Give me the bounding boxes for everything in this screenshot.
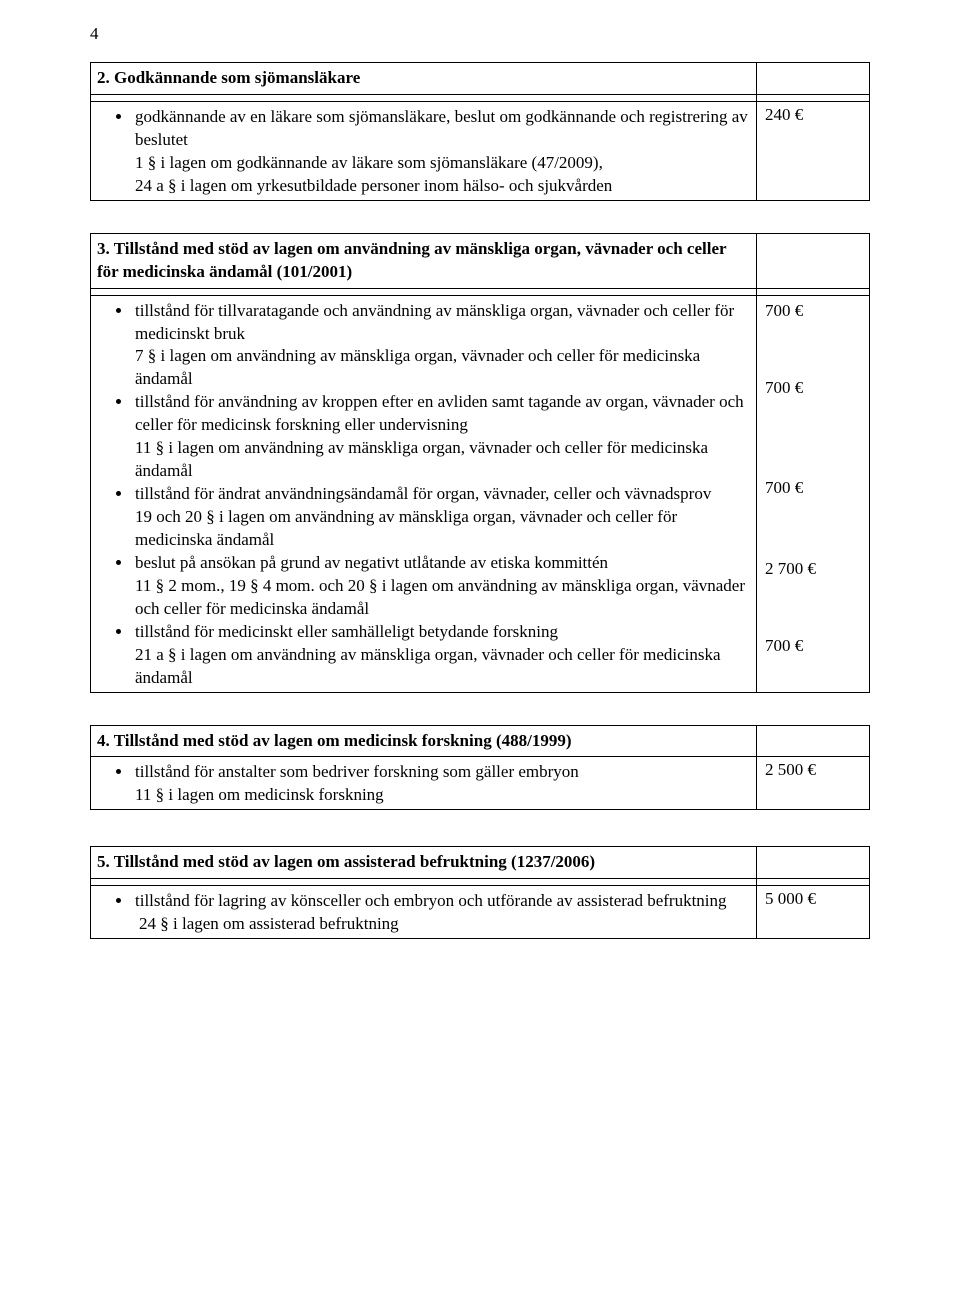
item-title: tillstånd för medicinskt eller samhällel… [135, 621, 750, 644]
section-5-item: tillstånd för lagring av könsceller och … [133, 890, 750, 936]
section-3-table: 3. Tillstånd med stöd av lagen om använd… [90, 233, 870, 693]
item-law-ref: 11 § i lagen om användning av mänskliga … [135, 437, 750, 483]
section-2-content: godkännande av en läkare som sjömansläka… [91, 101, 757, 200]
section-3-prices: 700 € 700 € 700 € 2 700 € 700 € [757, 295, 870, 692]
section-5-table: 5. Tillstånd med stöd av lagen om assist… [90, 846, 870, 939]
section-3-item-3: tillstånd för ändrat användningsändamål … [133, 483, 750, 552]
section-2-item: godkännande av en läkare som sjömansläka… [133, 106, 750, 198]
spacer [757, 879, 870, 886]
item-law-ref: 21 a § i lagen om användning av mänsklig… [135, 644, 750, 690]
price-1: 700 € [765, 300, 861, 323]
spacer [91, 94, 757, 101]
item-title: tillstånd för användning av kroppen efte… [135, 391, 750, 437]
section-3-item-5: tillstånd för medicinskt eller samhällel… [133, 621, 750, 690]
spacer [91, 879, 757, 886]
section-4-heading: 4. Tillstånd med stöd av lagen om medici… [91, 725, 757, 757]
item-title: beslut på ansökan på grund av negativt u… [135, 552, 750, 575]
section-3-item-1: tillstånd för tillvaratagande och använd… [133, 300, 750, 392]
page-number: 4 [90, 24, 99, 44]
item-law-ref: 24 a § i lagen om yrkesutbildade persone… [135, 175, 750, 198]
price-4: 2 700 € [765, 558, 861, 581]
document-page: 4 2. Godkännande som sjömansläkare godkä… [0, 0, 960, 1303]
price-3: 700 € [765, 477, 861, 500]
section-3-heading: 3. Tillstånd med stöd av lagen om använd… [91, 233, 757, 288]
item-law-ref: 24 § i lagen om assisterad befruktning [135, 913, 750, 936]
section-2-price: 240 € [757, 101, 870, 200]
section-4-price-header-blank [757, 725, 870, 757]
section-4-item: tillstånd för anstalter som bedriver for… [133, 761, 750, 807]
section-5-price-header-blank [757, 847, 870, 879]
spacer [757, 288, 870, 295]
section-5-content: tillstånd för lagring av könsceller och … [91, 886, 757, 939]
item-title: godkännande av en läkare som sjömansläka… [135, 106, 750, 152]
item-law-ref: 7 § i lagen om användning av mänskliga o… [135, 345, 750, 391]
section-5-heading: 5. Tillstånd med stöd av lagen om assist… [91, 847, 757, 879]
section-5-price: 5 000 € [757, 886, 870, 939]
section-3-item-4: beslut på ansökan på grund av negativt u… [133, 552, 750, 621]
section-2-heading: 2. Godkännande som sjömansläkare [91, 63, 757, 95]
section-4-table: 4. Tillstånd med stöd av lagen om medici… [90, 725, 870, 811]
item-law-ref: 1 § i lagen om godkännande av läkare som… [135, 152, 750, 175]
section-3-item-2: tillstånd för användning av kroppen efte… [133, 391, 750, 483]
section-3-content: tillstånd för tillvaratagande och använd… [91, 295, 757, 692]
section-2-price-header-blank [757, 63, 870, 95]
section-4-price: 2 500 € [757, 757, 870, 810]
section-3-price-header-blank [757, 233, 870, 288]
section-2-table: 2. Godkännande som sjömansläkare godkänn… [90, 62, 870, 201]
item-law-ref: 19 och 20 § i lagen om användning av män… [135, 506, 750, 552]
price-5: 700 € [765, 635, 861, 658]
item-title: tillstånd för lagring av könsceller och … [135, 890, 750, 913]
section-4-content: tillstånd för anstalter som bedriver for… [91, 757, 757, 810]
spacer [91, 288, 757, 295]
item-law-ref: 11 § i lagen om medicinsk forskning [135, 784, 750, 807]
item-title: tillstånd för anstalter som bedriver for… [135, 761, 750, 784]
spacer [757, 94, 870, 101]
item-title: tillstånd för ändrat användningsändamål … [135, 483, 750, 506]
price-2: 700 € [765, 377, 861, 400]
item-title: tillstånd för tillvaratagande och använd… [135, 300, 750, 346]
item-law-ref: 11 § 2 mom., 19 § 4 mom. och 20 § i lage… [135, 575, 750, 621]
